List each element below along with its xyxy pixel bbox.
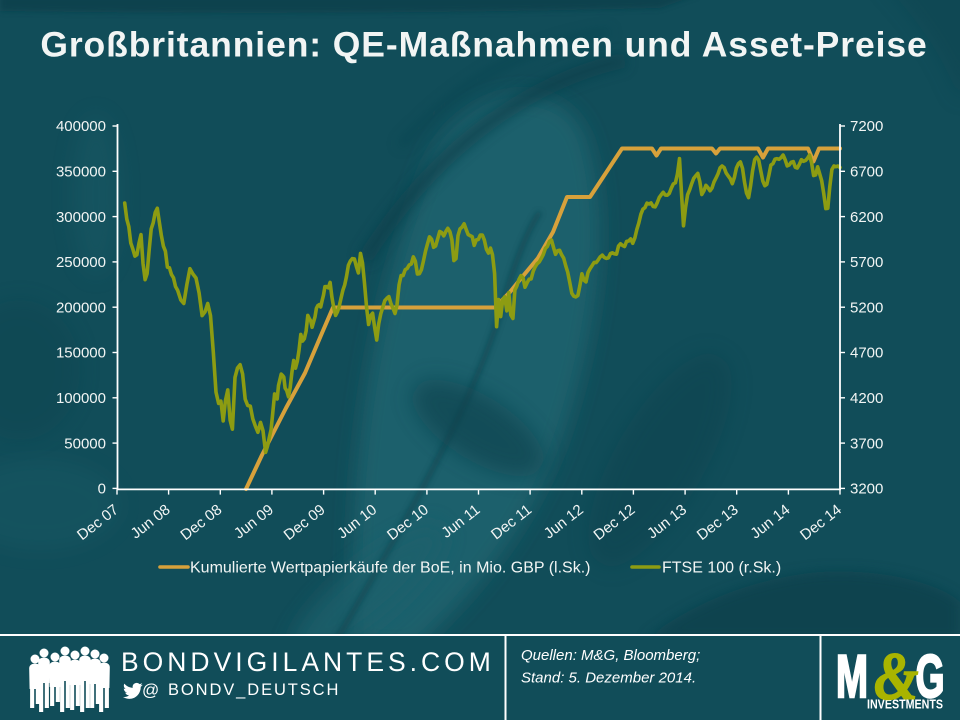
svg-text:300000: 300000: [56, 209, 106, 226]
svg-text:350000: 350000: [56, 164, 106, 181]
svg-text:3200: 3200: [850, 481, 883, 498]
svg-text:FTSE 100 (r.Sk.): FTSE 100 (r.Sk.): [662, 560, 781, 577]
svg-text:4200: 4200: [850, 390, 883, 407]
svg-text:250000: 250000: [56, 254, 106, 271]
svg-text:Stand: 5. Dezember 2014.: Stand: 5. Dezember 2014.: [521, 670, 696, 687]
svg-text:@: @: [142, 681, 159, 700]
svg-text:7200: 7200: [850, 118, 883, 135]
svg-text:G: G: [916, 643, 945, 710]
svg-text:4700: 4700: [850, 345, 883, 362]
svg-text:BONDV_DEUTSCH: BONDV_DEUTSCH: [168, 681, 340, 699]
svg-text:M: M: [836, 643, 868, 710]
svg-text:150000: 150000: [56, 345, 106, 362]
svg-text:100000: 100000: [56, 390, 106, 407]
svg-text:Kumulierte Wertpapierkäufe der: Kumulierte Wertpapierkäufe der BoE, in M…: [190, 560, 590, 577]
svg-text:5200: 5200: [850, 299, 883, 316]
svg-text:&: &: [874, 638, 919, 714]
svg-text:0: 0: [98, 481, 106, 498]
svg-text:5700: 5700: [850, 254, 883, 271]
svg-text:BONDVIGILANTES.COM: BONDVIGILANTES.COM: [121, 647, 495, 677]
svg-text:Großbritannien: QE-Maßnahmen u: Großbritannien: QE-Maßnahmen und Asset-P…: [40, 25, 927, 65]
svg-text:3700: 3700: [850, 435, 883, 452]
svg-text:INVESTMENTS: INVESTMENTS: [867, 698, 943, 712]
svg-text:200000: 200000: [56, 299, 106, 316]
svg-text:400000: 400000: [56, 118, 106, 135]
svg-text:6700: 6700: [850, 164, 883, 181]
svg-text:6200: 6200: [850, 209, 883, 226]
svg-text:Quellen: M&G, Bloomberg;: Quellen: M&G, Bloomberg;: [521, 647, 700, 664]
svg-text:50000: 50000: [64, 435, 106, 452]
